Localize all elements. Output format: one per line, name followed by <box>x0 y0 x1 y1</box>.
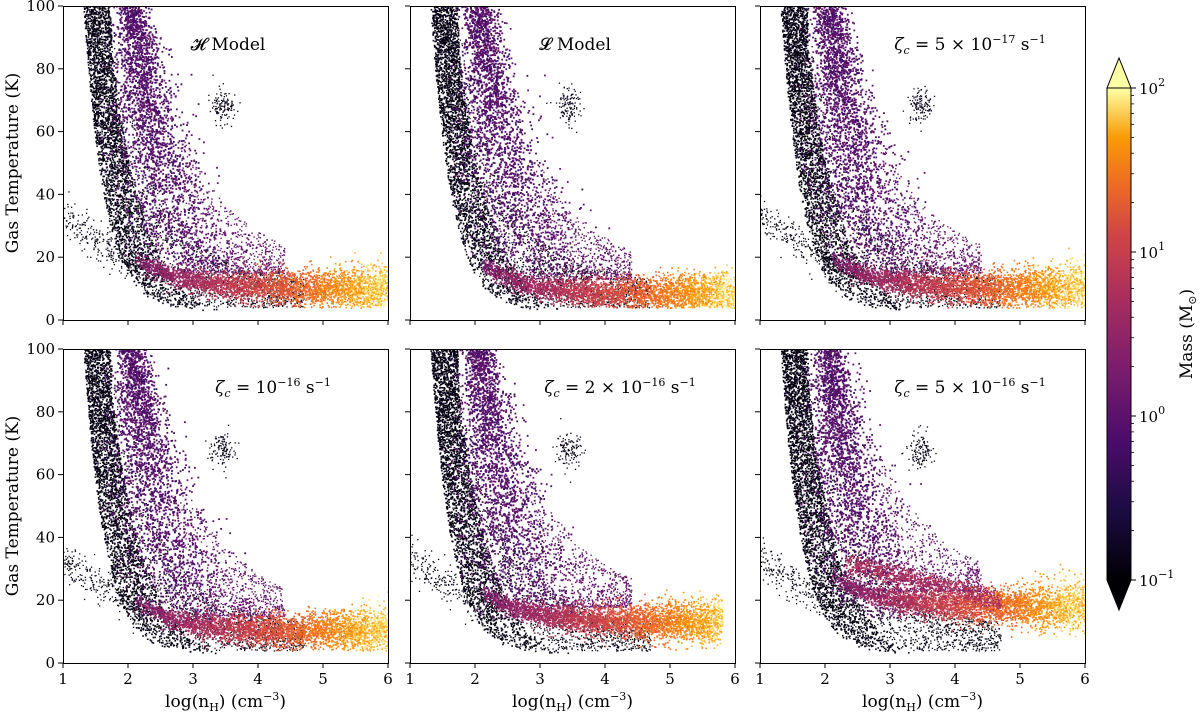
colorbar-tick-label: 101 <box>1139 240 1165 262</box>
colorbar-tick-label: 102 <box>1139 76 1165 98</box>
y-tick-label: 60 <box>36 466 55 484</box>
x-tick-label: 6 <box>730 670 740 688</box>
y-tick-label: 0 <box>45 311 55 329</box>
x-tick-label: 5 <box>665 670 675 688</box>
x-tick-label: 1 <box>405 670 415 688</box>
x-axis-label: log(nH) (cm−3) <box>165 690 286 714</box>
panel-title: ζc = 5 × 10−17 s−1 <box>894 33 1046 57</box>
y-tick-label: 100 <box>26 340 55 358</box>
colorbar-tick-label: 10−1 <box>1139 568 1174 590</box>
colorbar-tick-label: 100 <box>1139 404 1165 426</box>
x-tick-label: 3 <box>535 670 545 688</box>
panel-1: 0 20 40 60 80 100 𝓗 Model Gas Temperature (K) <box>3 0 390 329</box>
x-tick-label: 2 <box>470 670 480 688</box>
x-tick-label: 4 <box>600 670 610 688</box>
x-axis-label: log(nH) (cm−3) <box>862 690 983 714</box>
x-tick-label: 6 <box>383 670 393 688</box>
x-tick-label: 3 <box>885 670 895 688</box>
panel-title: ζc = 5 × 10−16 s−1 <box>894 376 1046 400</box>
y-tick-label: 40 <box>36 528 55 546</box>
x-tick-label: 3 <box>188 670 198 688</box>
x-tick-label: 4 <box>253 670 263 688</box>
panel-title: 𝓗 Model <box>191 35 266 55</box>
y-tick-label: 20 <box>36 591 55 609</box>
y-axis-label: Gas Temperature (K) <box>3 416 23 597</box>
y-tick-label: 20 <box>36 248 55 266</box>
panel-title: ζc = 10−16 s−1 <box>215 376 331 400</box>
x-tick-label: 2 <box>820 670 830 688</box>
x-tick-label: 1 <box>755 670 765 688</box>
y-tick-label: 80 <box>36 60 55 78</box>
y-tick-label: 0 <box>45 654 55 672</box>
x-tick-label: 5 <box>318 670 328 688</box>
panel-3: ζc = 5 × 10−17 s−1 <box>755 0 1087 325</box>
panel-title: ζc = 2 × 10−16 s−1 <box>544 376 696 400</box>
colorbar-extend-max <box>1107 58 1131 88</box>
y-tick-label: 60 <box>36 123 55 141</box>
x-axis-label: log(nH) (cm−3) <box>512 690 633 714</box>
colorbar-gradient <box>1107 88 1131 580</box>
y-tick-label: 40 <box>36 185 55 203</box>
colorbar-label: Mass (M⊙) <box>1177 289 1199 379</box>
colorbar: 10−1 100 101 102 Mass (M⊙) <box>1107 58 1199 610</box>
panel-6: 1 2 3 4 5 6 ζc = 5 × 10−16 s−1 log(nH) (cm−3) <box>755 343 1090 714</box>
y-tick-label: 100 <box>26 0 55 15</box>
panel-5: 1 2 3 4 5 6 ζc = 2 × 10−16 s−1 log(nH) (cm−3) <box>405 343 740 714</box>
panel-title: 𝓛 Model <box>539 35 611 55</box>
colorbar-extend-min <box>1107 580 1131 610</box>
y-tick-label: 80 <box>36 403 55 421</box>
x-tick-label: 6 <box>1080 670 1090 688</box>
y-axis-label: Gas Temperature (K) <box>3 73 23 254</box>
x-tick-label: 4 <box>950 670 960 688</box>
x-tick-label: 5 <box>1015 670 1025 688</box>
x-tick-label: 2 <box>123 670 133 688</box>
panel-2: 𝓛 Model <box>405 0 737 325</box>
x-tick-label: 1 <box>58 670 68 688</box>
